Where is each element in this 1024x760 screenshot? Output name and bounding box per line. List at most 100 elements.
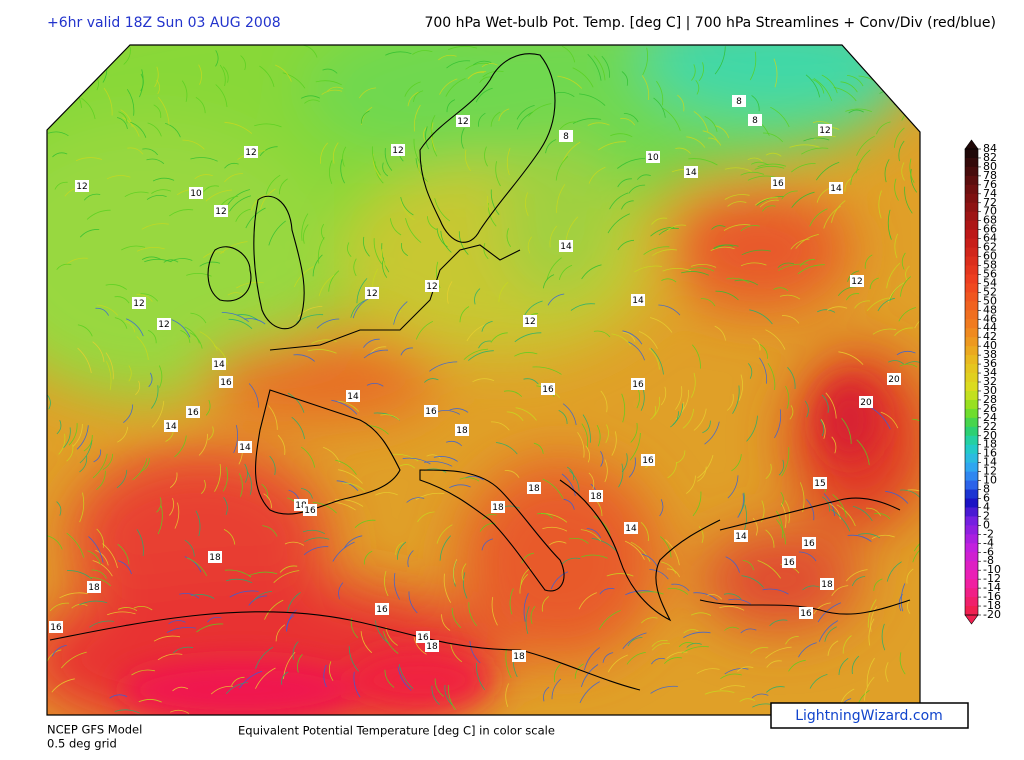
streamline [765,529,775,548]
streamline [774,409,782,439]
streamline [550,571,569,590]
streamline [122,117,140,137]
colorbar-label: 20 [983,429,997,442]
streamline [490,332,508,343]
contour-label: 16 [803,539,815,549]
colorbar-cell [965,149,978,159]
streamline [412,50,433,55]
streamline [593,330,611,338]
streamline [279,565,298,573]
streamline [677,94,685,112]
streamline [872,328,897,335]
streamline [765,463,772,480]
streamline [630,422,638,443]
streamline [224,162,239,169]
streamline [702,420,711,434]
streamline [151,385,159,409]
streamline [363,236,370,257]
streamline [301,95,321,99]
streamline [450,643,463,663]
contour-label-box [541,383,555,395]
streamline [667,461,677,479]
streamline [338,469,363,484]
streamline [620,118,636,126]
streamline [199,331,218,351]
streamline [523,378,539,385]
streamline [770,106,790,128]
streamline [900,489,920,498]
streamline [856,135,875,156]
streamline [140,73,144,92]
streamline [140,458,150,472]
streamline [425,126,430,150]
streamline [789,144,820,148]
streamline [490,111,501,127]
streamline [766,660,782,668]
streamline [747,175,776,181]
streamline [845,108,872,112]
colorbar-cell [965,462,978,473]
streamline [856,439,870,465]
streamline [68,70,75,92]
streamline [787,367,796,390]
contour-label-box [782,556,796,568]
contour-label-box [813,477,827,489]
contour-label: 12 [366,289,377,299]
streamline [588,166,606,184]
streamline [148,372,153,388]
streamline [371,146,381,176]
streamline [516,111,534,130]
streamline [353,258,357,277]
streamline [693,110,709,132]
streamline [572,67,594,88]
streamline [660,536,672,558]
streamline [56,420,62,435]
streamline [254,123,282,128]
streamline [273,570,300,583]
streamline [695,79,700,95]
colorbar-cell [965,597,978,607]
colorbar-cell [965,543,978,553]
streamline [275,64,292,82]
streamline [316,318,340,329]
streamline [340,159,345,184]
colorbar-cell [965,355,978,365]
streamline [465,475,484,481]
colorbar-label: 12 [983,465,997,478]
streamline [245,207,266,229]
streamline [777,262,795,268]
streamline [464,149,471,171]
streamline [688,158,718,166]
contour-label: 18 [528,484,540,494]
colorbar-label: 4 [983,500,990,513]
streamline [887,209,892,240]
streamline [781,447,790,477]
streamline [780,491,784,507]
streamline [660,561,677,574]
streamline [704,690,735,695]
streamline [682,408,694,429]
streamline [901,252,906,270]
contour-label-box [589,490,603,502]
streamline [634,265,663,273]
streamline [742,560,755,571]
colorbar-label: -8 [983,554,994,567]
streamline [819,419,825,437]
streamline [47,535,63,550]
streamline [624,540,645,560]
brand-box [770,702,969,729]
streamline [621,200,634,210]
streamline [813,77,833,102]
streamline [248,595,267,606]
streamline [864,676,875,701]
streamline [117,543,130,565]
streamline [196,623,224,633]
streamline [558,410,568,425]
streamline [332,142,339,164]
streamline [899,363,918,368]
colorbar-label: 22 [983,420,997,433]
streamline [348,646,360,672]
streamline [751,95,760,112]
streamline [820,419,826,439]
streamline [281,671,289,685]
